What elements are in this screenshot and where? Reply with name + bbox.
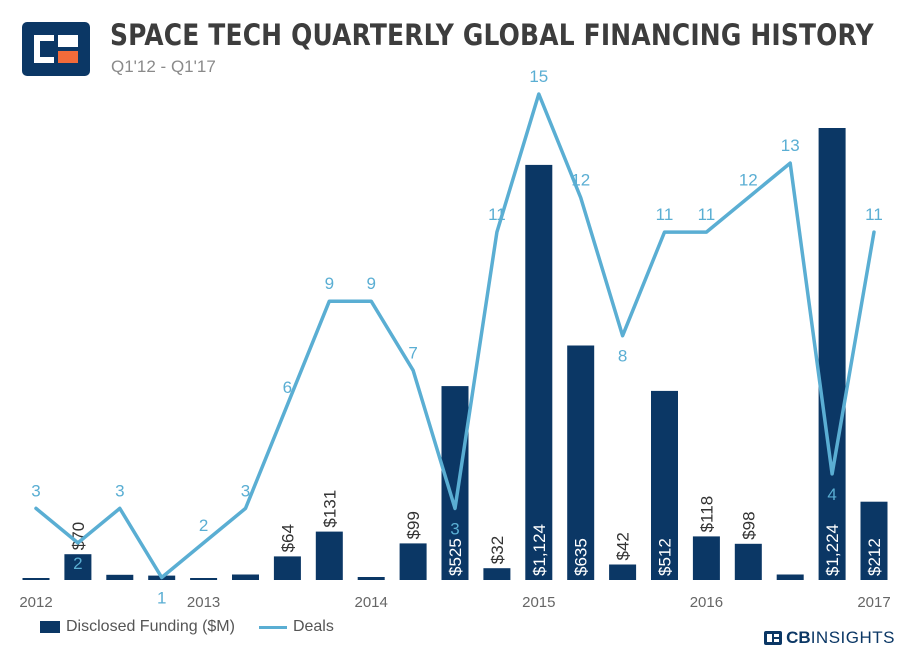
deal-label-15: 11 — [656, 205, 674, 224]
bar-label-12: $1,124 — [530, 524, 549, 576]
deal-label-19: 4 — [827, 485, 836, 504]
bar-7 — [315, 531, 343, 580]
x-tick-2014: 2014 — [355, 594, 388, 611]
deal-label-2: 3 — [115, 481, 124, 500]
deals-line — [34, 92, 876, 580]
bar-label-7: $131 — [320, 490, 339, 528]
brand-text-insights: INSIGHTS — [810, 628, 895, 647]
deal-label-4: 2 — [199, 516, 208, 535]
deal-label-7: 9 — [325, 274, 334, 293]
deal-label-8: 9 — [366, 274, 375, 293]
bar-4 — [190, 578, 218, 580]
legend-deals: Deals — [258, 618, 334, 636]
deal-label-6: 6 — [283, 378, 292, 397]
chart-title: SPACE TECH QUARTERLY GLOBAL FINANCING HI… — [110, 18, 874, 52]
x-axis: 2012 2013 2014 2015 2016 2017 — [19, 594, 890, 611]
chart-subtitle: Q1'12 - Q1'17 — [111, 57, 216, 76]
bar-6 — [273, 556, 301, 580]
deal-label-3: 1 — [157, 589, 166, 608]
bar-label-13: $635 — [572, 538, 591, 576]
brand-mark-icon — [764, 631, 783, 645]
bar-16 — [692, 536, 720, 580]
deal-label-11: 11 — [488, 205, 506, 224]
bar-label-10: $525 — [446, 538, 465, 576]
deal-label-5: 3 — [241, 481, 250, 500]
deal-label-10: 3 — [450, 519, 459, 538]
deal-label-0: 3 — [31, 481, 40, 500]
bar-18 — [776, 574, 804, 580]
bar-label-6: $64 — [278, 524, 297, 552]
bar-20 — [860, 501, 888, 580]
bar-13 — [567, 345, 595, 580]
bar-label-20: $212 — [865, 538, 884, 576]
legend-funding-label: Disclosed Funding ($M) — [66, 618, 235, 635]
line-layer — [34, 92, 876, 580]
bar-label-1: $70 — [69, 522, 88, 550]
bar-0 — [22, 578, 50, 580]
legend-deals-swatch — [258, 625, 287, 629]
bar-label-17: $98 — [739, 511, 758, 539]
bar-label-19: $1,224 — [823, 524, 842, 576]
bar-9 — [399, 543, 427, 580]
bar-14 — [609, 564, 637, 580]
bar-1 — [64, 554, 92, 580]
deal-label-1: 2 — [73, 554, 82, 573]
bar-15 — [651, 390, 678, 580]
legend-funding: Disclosed Funding ($M) — [40, 618, 235, 636]
deal-label-20: 11 — [865, 205, 883, 224]
x-tick-2015: 2015 — [522, 594, 555, 611]
bar-label-9: $99 — [404, 511, 423, 539]
bar-2 — [106, 574, 134, 580]
bar-12 — [525, 164, 553, 580]
bar-label-11: $32 — [488, 536, 507, 564]
legend-deals-label: Deals — [292, 618, 334, 635]
bar-11 — [483, 568, 511, 580]
deal-label-12: 15 — [529, 67, 548, 86]
company-logo — [22, 22, 90, 76]
deal-label-14: 8 — [618, 347, 627, 366]
x-tick-2013: 2013 — [187, 594, 220, 611]
deal-label-16: 11 — [698, 205, 716, 224]
legend-funding-swatch — [40, 621, 60, 633]
deal-label-17: 12 — [739, 171, 758, 190]
brand-text-cb: CB — [786, 628, 811, 647]
bar-5 — [232, 574, 259, 580]
brand-logo: CB INSIGHTS — [764, 628, 895, 648]
x-tick-2012: 2012 — [19, 594, 52, 611]
bar-labels-layer: $70 $64 $131 $99 $525 $32 $1,124 $635 $42 $512 $11… — [69, 490, 884, 576]
chart-legend: Disclosed Funding ($M) Deals — [40, 618, 358, 636]
bar-label-16: $118 — [697, 496, 716, 533]
bar-label-14: $42 — [614, 532, 633, 560]
x-tick-2017: 2017 — [857, 594, 890, 611]
bar-17 — [734, 543, 762, 580]
deal-label-18: 13 — [781, 136, 800, 155]
deal-label-13: 12 — [571, 171, 590, 190]
deal-label-9: 7 — [408, 343, 417, 362]
x-tick-2016: 2016 — [690, 594, 723, 611]
bar-8 — [357, 577, 385, 580]
bar-label-15: $512 — [656, 538, 675, 576]
bar-19 — [818, 128, 846, 580]
